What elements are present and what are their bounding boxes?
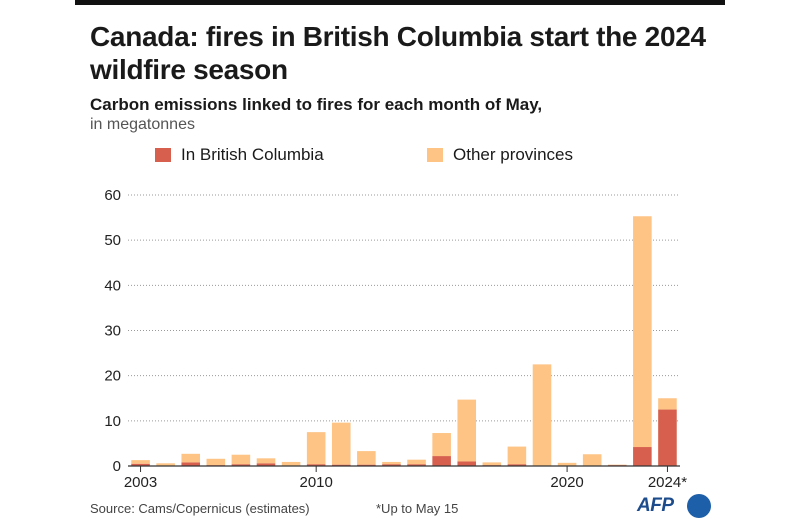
top-rule — [75, 0, 725, 5]
legend-swatch-other — [427, 148, 443, 162]
bar-other — [432, 433, 451, 457]
bar-other — [457, 399, 477, 462]
bar-other — [206, 458, 226, 466]
bar-other — [357, 451, 376, 465]
bar-other — [532, 364, 552, 466]
bar-other — [281, 461, 301, 466]
chart-subtitle: Carbon emissions linked to fires for eac… — [90, 95, 543, 114]
bar-other — [382, 461, 401, 465]
legend-label-bc: In British Columbia — [181, 145, 324, 164]
bar-other — [231, 454, 251, 465]
bar-other — [407, 459, 426, 465]
afp-logo-text: AFP — [637, 495, 674, 516]
y-tick-label: 40 — [104, 277, 121, 294]
bar-bc — [131, 463, 150, 466]
bar-other — [256, 458, 276, 464]
bar-bc — [306, 464, 326, 466]
bar-bc — [357, 464, 376, 466]
y-tick-label: 20 — [104, 368, 121, 385]
y-tick-label: 60 — [104, 187, 121, 204]
bar-other — [181, 453, 201, 463]
bar-other — [658, 398, 677, 410]
bar-other — [331, 422, 351, 465]
y-tick-label: 0 — [113, 458, 121, 475]
bar-bc — [658, 409, 677, 466]
bar-other — [156, 463, 175, 466]
bar-chart: 0 10 20 30 40 50 60 2003 2010 2020 2024* — [104, 187, 687, 491]
bar-bc — [382, 464, 401, 466]
y-tick-label: 10 — [104, 413, 121, 430]
x-tick-label: 2020 — [550, 474, 583, 491]
y-tick-label: 50 — [104, 232, 121, 249]
x-tick-label: 2010 — [299, 474, 332, 491]
bar-bc — [181, 462, 201, 466]
bar-other — [557, 462, 577, 466]
bar-bc — [457, 461, 477, 466]
afp-circle-icon — [687, 494, 711, 518]
bar-bc — [331, 464, 351, 466]
bar-other — [131, 460, 150, 464]
bar-bc — [231, 464, 251, 466]
bar-other — [482, 462, 502, 466]
legend-label-other: Other provinces — [453, 145, 573, 164]
x-tick-label: 2024* — [648, 474, 687, 491]
legend-swatch-bc — [155, 148, 171, 162]
source-note: Source: Cams/Copernicus (estimates) — [90, 501, 310, 516]
bar-other — [633, 216, 652, 448]
bar-other — [306, 432, 326, 465]
bar-other — [507, 446, 527, 465]
x-tick-label: 2003 — [124, 474, 157, 491]
unit-label: in megatonnes — [90, 116, 195, 133]
bar-bc — [507, 464, 527, 466]
footnote: *Up to May 15 — [376, 501, 459, 516]
chart-title: Canada: fires in British Columbia start … — [90, 21, 706, 85]
bar-bc — [407, 464, 426, 466]
y-tick-label: 30 — [104, 323, 121, 340]
bar-bc — [256, 463, 276, 466]
bar-bc — [432, 456, 451, 466]
bar-bc — [633, 447, 652, 466]
bar-other — [582, 454, 602, 466]
